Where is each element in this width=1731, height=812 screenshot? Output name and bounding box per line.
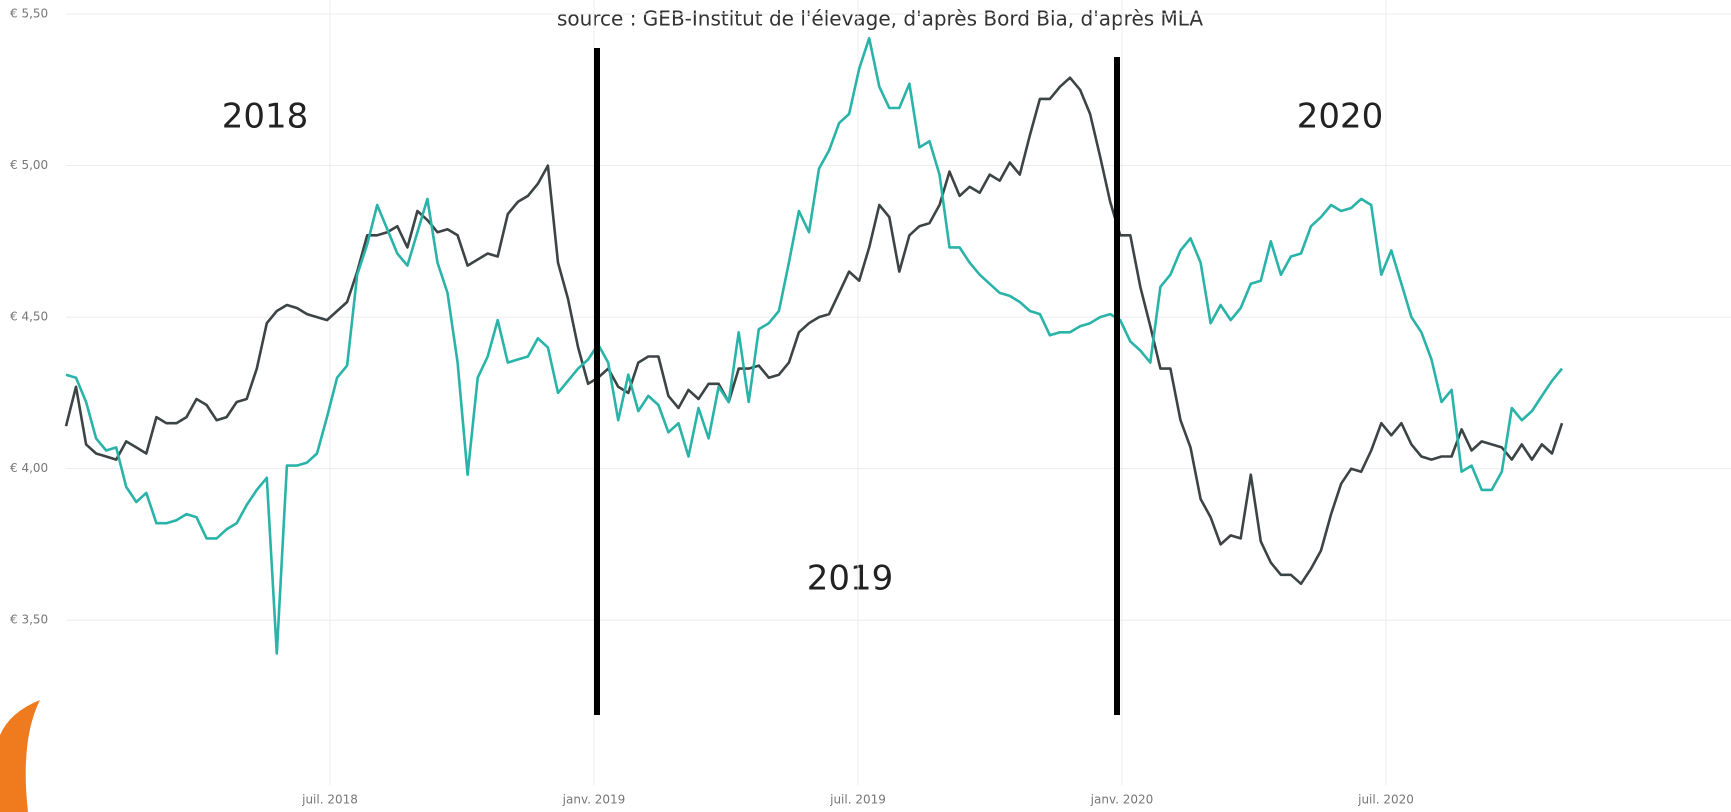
x-tick-label: juil. 2019 <box>829 793 886 807</box>
y-tick-label: € 4,00 <box>10 461 48 475</box>
series-line <box>64 76 1564 586</box>
y-tick-label: € 5,50 <box>10 7 48 21</box>
x-tick-label: janv. 2019 <box>562 793 626 807</box>
subtitle: source : GEB-Institut de l'élevage, d'ap… <box>557 7 1203 31</box>
annotation: 2018 <box>222 97 309 137</box>
annotation: 2019 <box>807 559 894 599</box>
y-tick-label: € 3,50 <box>10 613 48 627</box>
x-tick-label: janv. 2020 <box>1090 793 1154 807</box>
y-tick-label: € 4,50 <box>10 310 48 324</box>
x-tick-label: juil. 2020 <box>1357 793 1414 807</box>
x-tick-label: juil. 2018 <box>301 793 358 807</box>
series-line <box>65 36 1564 655</box>
grid <box>66 0 1731 785</box>
annotation: 2020 <box>1297 97 1384 137</box>
y-tick-label: € 5,00 <box>10 158 48 172</box>
lines <box>64 36 1564 655</box>
corner-decoration <box>0 700 40 812</box>
